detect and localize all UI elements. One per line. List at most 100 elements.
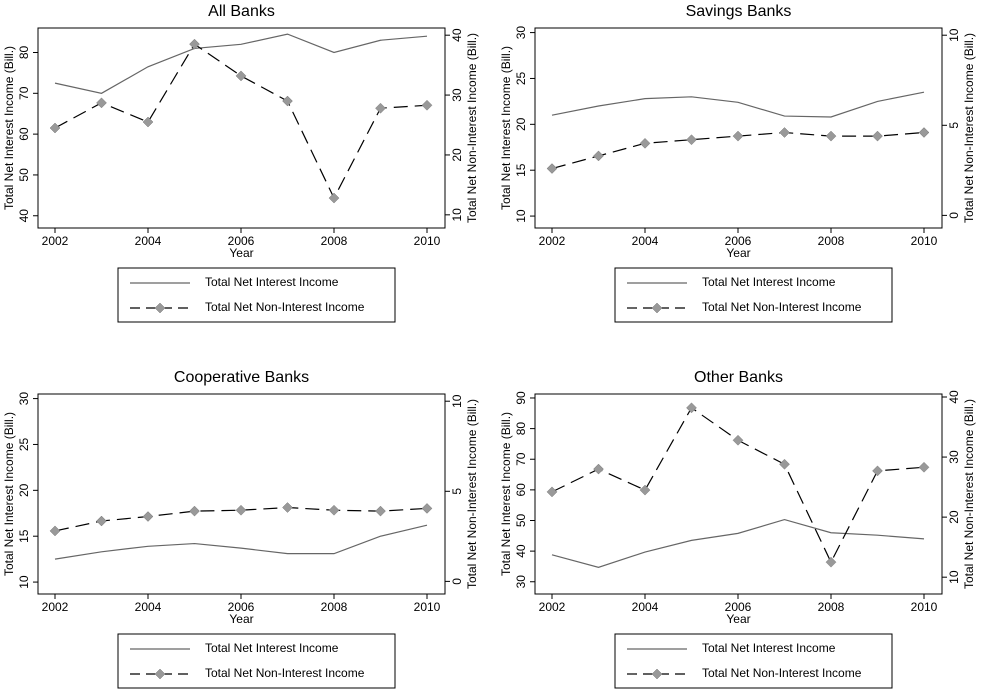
x-tick-label: 2004 <box>632 600 659 614</box>
y-tick-label: 80 <box>514 422 528 436</box>
marker <box>779 127 790 138</box>
x-tick-label: 2008 <box>321 234 348 248</box>
series-line <box>551 91 925 118</box>
y-tick-label: 25 <box>514 71 528 85</box>
marker <box>142 116 154 128</box>
series-line <box>551 518 925 568</box>
y2-tick-label: 40 <box>450 28 464 42</box>
x-tick-label: 2002 <box>539 600 566 614</box>
y-tick-label: 60 <box>17 127 31 141</box>
marker <box>96 515 107 527</box>
y-tick-label: 25 <box>17 437 31 451</box>
x-tick-label: 2008 <box>818 234 845 248</box>
marker <box>872 130 883 142</box>
x-tick-label: 2010 <box>911 600 938 614</box>
marker <box>918 127 930 138</box>
y-tick-label: 30 <box>514 26 528 40</box>
legend-label: Total Net Interest Income <box>205 641 339 655</box>
marker <box>779 458 790 470</box>
marker <box>328 504 340 516</box>
x-tick-label: 2008 <box>321 600 348 614</box>
chart-title: All Banks <box>208 3 275 20</box>
y-tick-label: 20 <box>514 117 528 131</box>
x-tick-label: 2004 <box>135 600 162 614</box>
plot-frame <box>37 393 446 595</box>
x-axis-title: Year <box>229 246 253 260</box>
y-tick-label: 50 <box>514 513 528 527</box>
y-tick-label: 15 <box>17 529 31 543</box>
legend-marker <box>154 302 166 314</box>
x-tick-label: 2006 <box>725 234 752 248</box>
y2-tick-label: 20 <box>947 510 961 524</box>
x-tick-label: 2004 <box>135 234 162 248</box>
marker <box>49 122 61 134</box>
y2-tick-label: 30 <box>450 88 464 102</box>
y2-tick-label: 5 <box>947 122 961 129</box>
legend-box <box>117 267 396 323</box>
y-axis-title: Total Net Interest Income (Bill.) <box>2 46 16 210</box>
marker <box>872 465 883 477</box>
series-line <box>54 506 428 532</box>
y-tick-label: 30 <box>17 392 31 406</box>
y2-axis-title: Total Net Non-Interest Income (Bill.) <box>465 33 479 223</box>
y2-tick-label: 30 <box>947 450 961 464</box>
series-line <box>54 33 428 94</box>
legend-label: Total Net Interest Income <box>702 275 836 289</box>
y-tick-label: 50 <box>17 168 31 182</box>
legend-label: Total Net Interest Income <box>702 641 836 655</box>
x-axis-title: Year <box>726 612 750 626</box>
y-tick-label: 60 <box>514 483 528 497</box>
y-tick-label: 10 <box>17 575 31 589</box>
y-tick-label: 20 <box>17 483 31 497</box>
marker <box>918 461 930 473</box>
y-tick-label: 40 <box>514 544 528 558</box>
marker <box>593 463 604 475</box>
plot-frame <box>37 27 446 229</box>
y2-tick-label: 40 <box>947 390 961 404</box>
marker <box>825 130 837 142</box>
marker <box>96 97 107 109</box>
y2-tick-label: 10 <box>947 28 961 42</box>
y2-tick-label: 20 <box>450 148 464 162</box>
marker <box>189 38 200 50</box>
legend-box <box>117 633 396 689</box>
series-line <box>54 43 428 200</box>
chart-title: Cooperative Banks <box>174 369 309 386</box>
legend-marker <box>651 668 663 680</box>
legend-marker <box>651 302 663 314</box>
series-line <box>54 524 428 560</box>
marker <box>732 130 744 142</box>
marker <box>235 70 247 82</box>
y-tick-label: 40 <box>17 209 31 223</box>
marker <box>593 150 604 162</box>
legend-label: Total Net Non-Interest Income <box>205 666 365 680</box>
x-tick-label: 2002 <box>42 234 69 248</box>
y-tick-label: 30 <box>514 575 528 589</box>
y2-axis-title: Total Net Non-Interest Income (Bill.) <box>962 33 976 223</box>
y-tick-label: 80 <box>17 45 31 59</box>
y2-tick-label: 10 <box>450 208 464 222</box>
x-tick-label: 2010 <box>414 234 441 248</box>
y-axis-title: Total Net Interest Income (Bill.) <box>499 46 513 210</box>
x-tick-label: 2006 <box>725 600 752 614</box>
y2-tick-label: 10 <box>450 394 464 408</box>
legend-marker <box>154 668 166 680</box>
y-tick-label: 70 <box>514 452 528 466</box>
y2-axis-title: Total Net Non-Interest Income (Bill.) <box>465 399 479 589</box>
legend-label: Total Net Interest Income <box>205 275 339 289</box>
x-tick-label: 2002 <box>539 234 566 248</box>
y2-axis-title: Total Net Non-Interest Income (Bill.) <box>962 399 976 589</box>
y-tick-label: 90 <box>514 391 528 405</box>
x-tick-label: 2010 <box>414 600 441 614</box>
y2-tick-label: 0 <box>450 578 464 585</box>
marker <box>282 95 293 107</box>
legend-label: Total Net Non-Interest Income <box>205 300 365 314</box>
y2-tick-label: 0 <box>947 212 961 219</box>
marker <box>235 504 247 516</box>
marker <box>49 525 61 537</box>
